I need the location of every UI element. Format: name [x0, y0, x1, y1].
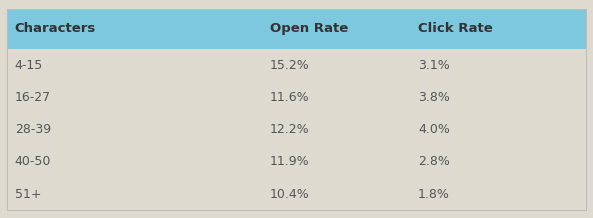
Text: 16-27: 16-27	[15, 91, 51, 104]
Text: 3.8%: 3.8%	[418, 91, 450, 104]
Text: 11.9%: 11.9%	[270, 155, 310, 169]
Text: 11.6%: 11.6%	[270, 91, 310, 104]
Bar	[7, 49, 586, 210]
Text: Open Rate: Open Rate	[270, 22, 348, 35]
Bar	[7, 9, 586, 49]
Text: 15.2%: 15.2%	[270, 59, 310, 72]
Text: 40-50: 40-50	[15, 155, 51, 169]
Text: 4-15: 4-15	[15, 59, 43, 72]
Text: Characters: Characters	[15, 22, 96, 35]
Text: 12.2%: 12.2%	[270, 123, 310, 136]
Text: 3.1%: 3.1%	[418, 59, 450, 72]
Text: 4.0%: 4.0%	[418, 123, 450, 136]
Text: 1.8%: 1.8%	[418, 188, 450, 201]
Text: Click Rate: Click Rate	[418, 22, 493, 35]
Text: 2.8%: 2.8%	[418, 155, 450, 169]
Text: 51+: 51+	[15, 188, 42, 201]
Text: 10.4%: 10.4%	[270, 188, 310, 201]
Text: 28-39: 28-39	[15, 123, 51, 136]
